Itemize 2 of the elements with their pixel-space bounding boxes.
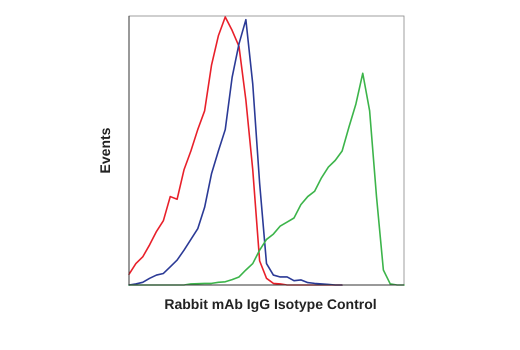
y-axis-title: Events bbox=[97, 127, 113, 174]
x-axis-title: Rabbit mAb IgG Isotype Control bbox=[164, 296, 377, 312]
